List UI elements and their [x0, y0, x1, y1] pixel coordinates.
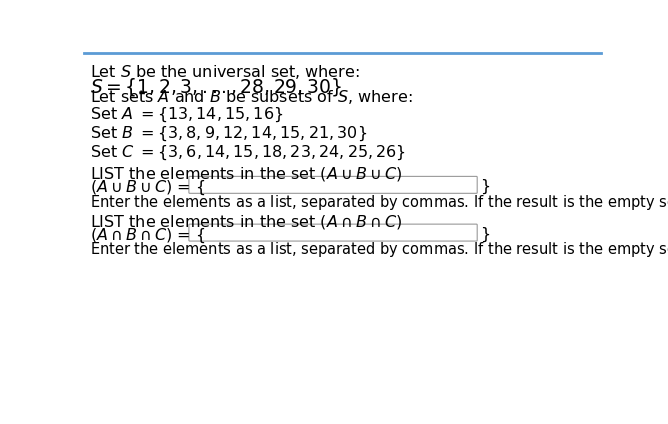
- Text: $(A \cup B \cup C)$ = {: $(A \cup B \cup C)$ = {: [90, 179, 205, 197]
- FancyBboxPatch shape: [189, 176, 477, 193]
- Text: Let sets $\mathit{A}$ and $\mathit{B}$ be subsets of $\mathit{S}$, where:: Let sets $\mathit{A}$ and $\mathit{B}$ b…: [90, 88, 412, 106]
- Text: Set $\mathit{C}$ $= \{3, 6, 14, 15, 18, 23, 24, 25, 26\}$: Set $\mathit{C}$ $= \{3, 6, 14, 15, 18, …: [90, 144, 405, 162]
- Text: Enter the elements as a list, separated by commas. If the result is the empty se: Enter the elements as a list, separated …: [90, 240, 668, 259]
- FancyBboxPatch shape: [189, 224, 477, 241]
- Text: Set $\mathit{B}$ $= \{3, 8, 9, 12, 14, 15, 21, 30\}$: Set $\mathit{B}$ $= \{3, 8, 9, 12, 14, 1…: [90, 125, 367, 143]
- Text: LIST the elements in the set $(A \cup B \cup C)$: LIST the elements in the set $(A \cup B …: [90, 165, 401, 183]
- Text: Set $\mathit{A}$ $= \{13, 14, 15, 16\}$: Set $\mathit{A}$ $= \{13, 14, 15, 16\}$: [90, 106, 283, 124]
- Text: Enter the elements as a list, separated by commas. If the result is the empty se: Enter the elements as a list, separated …: [90, 192, 668, 212]
- Text: $(A \cap B \cap C)$ = {: $(A \cap B \cap C)$ = {: [90, 226, 205, 245]
- Text: }: }: [480, 179, 490, 194]
- Text: LIST the elements in the set $(A \cap B \cap C)$: LIST the elements in the set $(A \cap B …: [90, 212, 401, 231]
- Text: Let $\mathit{S}$ be the universal set, where:: Let $\mathit{S}$ be the universal set, w…: [90, 63, 359, 81]
- Text: }: }: [480, 226, 490, 242]
- Text: $S = \{1, 2, 3, ..., 28, 29, 30\}$: $S = \{1, 2, 3, ..., 28, 29, 30\}$: [90, 75, 341, 98]
